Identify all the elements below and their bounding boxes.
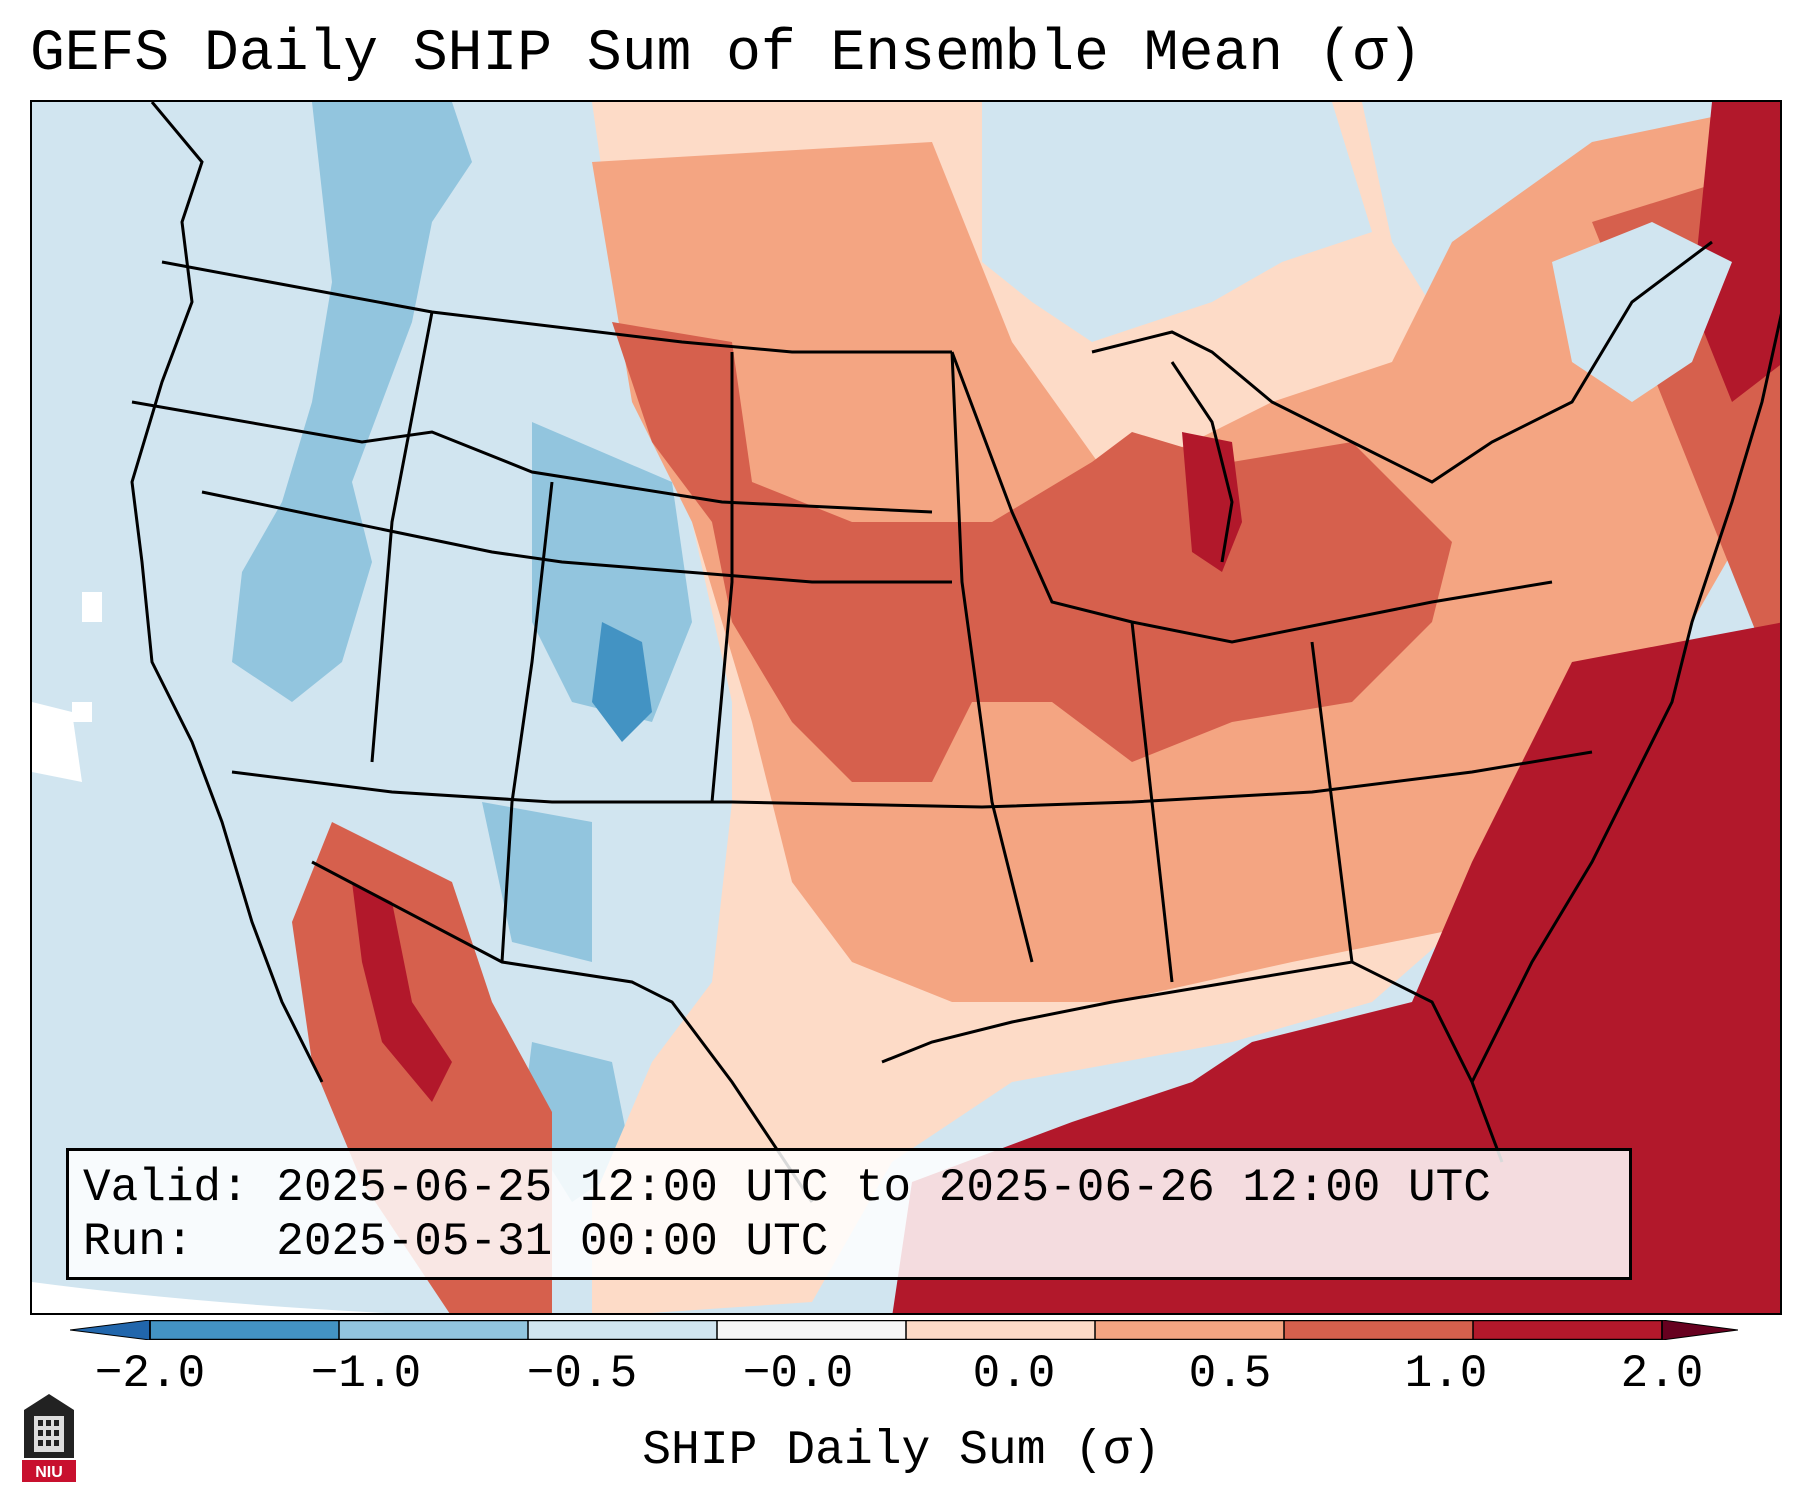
state-line-south <box>231 750 1593 809</box>
valid-run-info-box: Valid: 2025-06-25 12:00 UTC to 2025-06-2… <box>66 1148 1632 1280</box>
us-mexico-border <box>311 860 814 1203</box>
colorbar-segment <box>1473 1320 1663 1340</box>
colorbar-extend-high <box>1661 1320 1738 1340</box>
colorbar-segment <box>906 1320 1096 1340</box>
missing-data-patch <box>72 702 92 722</box>
west-blue-region <box>232 102 472 702</box>
colorado-deep-blue <box>592 622 652 742</box>
colorbar-tick: 0.5 <box>1188 1348 1272 1400</box>
map-title: GEFS Daily SHIP Sum of Ensemble Mean (σ) <box>30 22 1423 87</box>
map-canvas <box>32 102 1780 1313</box>
state-line-plains-1 <box>710 352 734 803</box>
lake-michigan-shore <box>1170 361 1234 563</box>
canada-blue-region <box>982 102 1372 342</box>
nova-scotia-darkred <box>1692 102 1780 402</box>
state-line-plains-2 <box>950 351 1034 963</box>
colorbar-tick: −2.0 <box>94 1348 206 1400</box>
colorbar-tick: 0.0 <box>972 1348 1056 1400</box>
colorbar-tick: −1.0 <box>310 1348 422 1400</box>
midwest-red-region <box>612 322 1452 782</box>
state-line-central <box>201 490 952 584</box>
west-coastline <box>130 102 324 1083</box>
boundaries <box>130 102 1780 1203</box>
us-canada-border-west <box>161 260 952 354</box>
maine-blue-region <box>1552 222 1732 402</box>
rockies-blue-region <box>532 422 692 722</box>
east-coastline <box>1470 313 1780 1083</box>
state-line-midwest <box>950 351 1553 644</box>
colorbar-segment <box>1284 1320 1474 1340</box>
colorbar-tick: 1.0 <box>1404 1348 1488 1400</box>
svg-text:NIU: NIU <box>35 1464 63 1481</box>
colorbar-tick: −0.0 <box>742 1348 854 1400</box>
state-line-georgia <box>1310 641 1354 963</box>
state-line-utah <box>500 481 554 963</box>
state-line-north <box>131 400 933 514</box>
atlantic-gulf-darkred-region <box>892 622 1780 1313</box>
colorbar-extend-low <box>70 1320 151 1340</box>
missing-data-patch <box>82 592 102 622</box>
state-line-mississippi <box>1130 621 1174 983</box>
colorbar-segment <box>150 1320 340 1340</box>
colorbar <box>70 1320 1738 1340</box>
colorbar-tick: −0.5 <box>526 1348 638 1400</box>
gulf-coastline <box>881 960 1504 1163</box>
colorbar-ticks: −2.0 −1.0 −0.5 −0.0 0.0 0.5 1.0 2.0 <box>0 1348 1803 1408</box>
colorbar-segment <box>717 1320 907 1340</box>
colorbar-segment <box>1095 1320 1285 1340</box>
great-lakes-border <box>1091 240 1713 484</box>
colorbar-tick: 2.0 <box>1620 1348 1704 1400</box>
colorbar-segment <box>339 1320 529 1340</box>
valid-time-text: Valid: 2025-06-25 12:00 UTC to 2025-06-2… <box>83 1162 1491 1214</box>
baja-darkred <box>352 882 452 1102</box>
colorbar-label: SHIP Daily Sum (σ) <box>642 1424 1161 1478</box>
niu-logo-icon: NIU <box>22 1394 76 1482</box>
run-time-text: Run: 2025-05-31 00:00 UTC <box>83 1216 829 1268</box>
state-line-idaho <box>370 311 434 763</box>
colorbar-segment <box>528 1320 718 1340</box>
anomaly-map <box>30 100 1782 1315</box>
missing-data-patch <box>32 702 82 782</box>
